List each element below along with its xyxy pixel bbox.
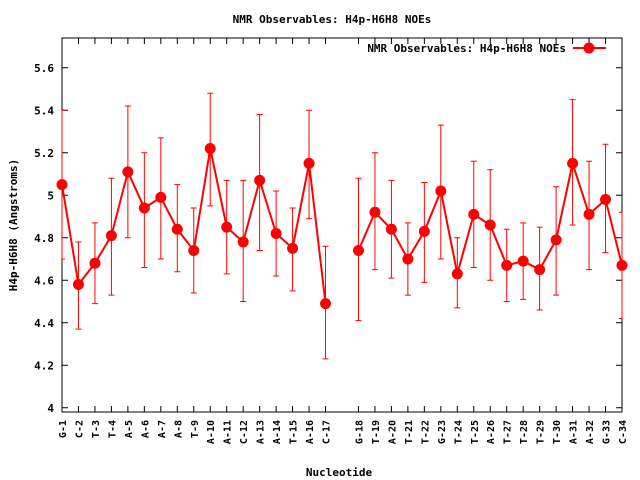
data-point (138, 202, 150, 214)
y-tick-label: 5.4 (34, 104, 54, 117)
x-tick-label: G-1 (58, 420, 69, 438)
data-point (435, 185, 447, 197)
data-point (501, 259, 513, 271)
x-tick-label: T-22 (420, 420, 431, 444)
data-point (221, 221, 233, 233)
x-tick-label: A-31 (569, 420, 580, 444)
legend: NMR Observables: H4p-H6H8 NOEs (367, 42, 606, 55)
x-tick-label: T-9 (190, 420, 201, 438)
chart-title: NMR Observables: H4p-H6H8 NOEs (233, 13, 432, 26)
y-tick-label: 4.6 (34, 274, 54, 287)
data-point (484, 219, 496, 231)
x-tick-label: T-28 (519, 420, 530, 444)
x-tick-label: T-29 (536, 420, 547, 444)
data-point (171, 223, 183, 235)
data-point (418, 225, 430, 237)
plot-border (61, 37, 623, 413)
y-tick-label: 5.2 (34, 147, 54, 160)
x-tick-label: A-7 (157, 420, 168, 438)
x-tick-label: T-19 (371, 420, 382, 444)
data-point (468, 208, 480, 220)
x-tick-label: A-26 (486, 420, 497, 444)
x-tick-label: A-6 (140, 420, 151, 438)
data-point (155, 191, 167, 203)
x-tick-label: A-32 (585, 420, 596, 444)
series-layer (56, 92, 628, 360)
data-point (287, 242, 299, 254)
data-point (385, 223, 397, 235)
data-point (583, 208, 595, 220)
data-point (56, 179, 68, 191)
data-point (550, 234, 562, 246)
y-axis: 4 4.2 4.4 4.6 4.8 5 5.2 5.4 5.6 (34, 62, 622, 415)
data-point (105, 230, 117, 242)
x-tick-label: T-15 (289, 420, 300, 444)
x-tick-label: T-25 (470, 420, 481, 444)
data-point (204, 143, 216, 154)
y-tick-label: 4.2 (34, 359, 54, 372)
data-point (320, 298, 332, 310)
plot-area (61, 37, 623, 413)
y-axis-label: H4p-H6H8 (Angstroms) (7, 159, 20, 291)
y-tick-label: 5.6 (34, 62, 54, 75)
legend-label: NMR Observables: H4p-H6H8 NOEs (367, 42, 566, 55)
x-tick-label: G-23 (437, 420, 448, 444)
x-tick-label: C-34 (618, 420, 629, 444)
data-point (534, 264, 546, 276)
x-tick-label: T-21 (404, 420, 415, 444)
x-tick-label: T-3 (91, 420, 102, 438)
x-tick-label: C-17 (322, 420, 333, 444)
data-point (352, 245, 364, 256)
x-tick-label: A-10 (206, 420, 217, 444)
data-point (600, 194, 612, 205)
data-point (567, 157, 579, 169)
data-point (254, 174, 266, 186)
data-point (89, 257, 101, 269)
data-point (517, 255, 529, 267)
x-tick-label: G-33 (602, 420, 613, 444)
data-point (303, 157, 315, 169)
data-point (237, 236, 249, 248)
data-point (369, 206, 381, 218)
x-tick-label: T-24 (453, 420, 464, 444)
x-tick-label: A-8 (173, 420, 184, 438)
y-tick-label: 4 (47, 402, 54, 415)
x-tick-label: T-27 (503, 420, 514, 444)
x-tick-label: A-20 (387, 420, 398, 444)
data-point (122, 166, 134, 178)
data-point (402, 253, 414, 265)
x-tick-label: A-16 (305, 420, 316, 444)
data-point (72, 279, 84, 290)
y-tick-label: 4.8 (34, 232, 54, 245)
x-tick-label: A-13 (256, 420, 267, 444)
x-axis-label: Nucleotide (306, 466, 373, 479)
data-point (188, 245, 200, 256)
x-tick-label: T-4 (107, 420, 118, 438)
data-point (451, 268, 463, 280)
x-tick-label: C-2 (74, 420, 85, 438)
y-tick-label: 4.4 (34, 317, 54, 330)
x-tick-label: A-5 (124, 420, 135, 438)
x-tick-label: A-14 (272, 420, 283, 444)
x-axis: G-1 C-2 T-3 T-4 A-5 A-6 A-7 A-8 T-9 A-10 A-11 C-12 A… (58, 38, 629, 444)
x-tick-label: C-12 (239, 420, 250, 444)
legend-marker-swatch (583, 42, 595, 54)
x-tick-label: T-30 (552, 420, 563, 444)
x-tick-label: A-11 (223, 420, 234, 444)
y-tick-label: 5 (47, 189, 54, 202)
data-point (270, 228, 282, 239)
x-tick-label: G-18 (354, 420, 365, 444)
data-point (616, 259, 628, 271)
